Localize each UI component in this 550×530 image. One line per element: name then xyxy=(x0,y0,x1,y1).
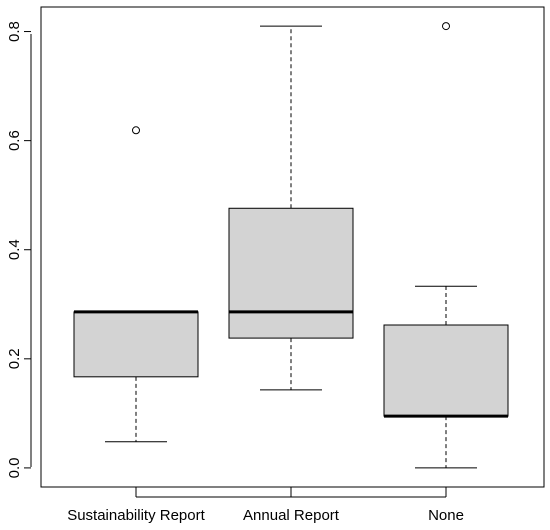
iqr-box xyxy=(73,311,199,378)
outlier-point xyxy=(132,126,140,135)
y-tick-label: 0.4 xyxy=(6,239,23,260)
iqr-box xyxy=(383,324,509,417)
y-tick-label: 0.8 xyxy=(6,21,23,42)
outlier-point xyxy=(442,22,450,31)
x-tick-label: Annual Report xyxy=(243,507,340,524)
y-tick-label: 0.6 xyxy=(6,130,23,151)
iqr-box xyxy=(228,207,354,339)
box-none xyxy=(383,22,509,469)
y-axis-ticks: 0.0 0.2 0.4 0.6 0.8 xyxy=(6,21,31,478)
plot-frame xyxy=(40,6,545,488)
boxes-group xyxy=(73,22,509,469)
y-tick-label: 0.0 xyxy=(6,457,23,478)
x-axis-ticks: Sustainability Report Annual Report None xyxy=(67,487,464,524)
box-annual-report xyxy=(228,25,354,391)
y-tick-label: 0.2 xyxy=(6,348,23,369)
x-tick-label: Sustainability Report xyxy=(67,507,205,524)
box-sustainability-report xyxy=(73,126,199,443)
x-tick-label: None xyxy=(428,507,464,524)
